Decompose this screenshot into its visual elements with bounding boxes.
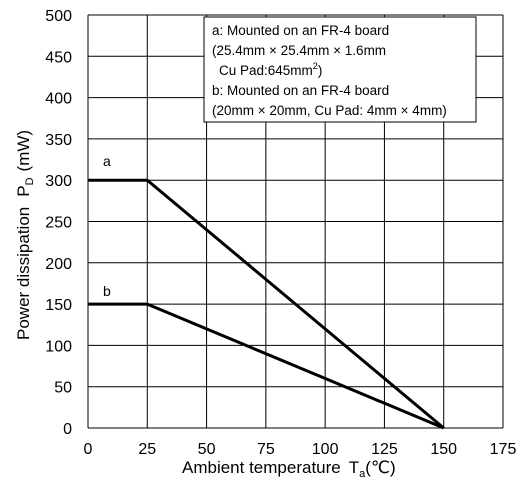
y-axis-title-text: Power dissipation xyxy=(14,207,33,340)
y-tick-label: 300 xyxy=(45,173,72,190)
legend-pad-close: ) xyxy=(318,63,323,78)
y-tick-label: 0 xyxy=(63,421,72,438)
series-a-label: a xyxy=(103,153,111,169)
y-tick-label: 200 xyxy=(45,256,72,273)
grid xyxy=(87,14,504,429)
x-axis-symbol: T xyxy=(349,458,359,477)
x-tick-label: 50 xyxy=(198,441,216,458)
y-tick-label: 450 xyxy=(45,49,72,66)
y-axis-unit: (mW) xyxy=(14,130,33,172)
x-tick-label: 125 xyxy=(371,441,398,458)
legend-line-a-size: (25.4mm × 25.4mm × 1.6mm xyxy=(212,43,386,58)
y-tick-label: 50 xyxy=(54,380,72,397)
legend-line-a-title: a: Mounted on an FR-4 board xyxy=(212,23,389,38)
series-b-label: b xyxy=(103,283,111,299)
y-tick-label: 150 xyxy=(45,297,72,314)
y-tick-label: 250 xyxy=(45,215,72,232)
legend: a: Mounted on an FR-4 board (25.4mm × 25… xyxy=(203,16,477,123)
legend-line-b-title: b: Mounted on an FR-4 board xyxy=(212,83,389,98)
legend-pad-text: Cu Pad:645mm xyxy=(219,63,313,78)
y-axis-subscript: D xyxy=(24,177,36,185)
x-axis-subscript: a xyxy=(359,468,366,480)
x-tick-label: 100 xyxy=(312,441,339,458)
x-tick-label: 25 xyxy=(138,441,156,458)
legend-box xyxy=(203,16,477,123)
series-line-a xyxy=(88,178,445,430)
y-tick-label: 100 xyxy=(45,338,72,355)
x-tick-labels: 0 25 50 75 100 125 150 175 xyxy=(84,441,517,458)
series-lines xyxy=(88,178,445,430)
x-axis-title-text: Ambient temperature xyxy=(182,458,341,477)
x-axis-title: Ambient temperature Ta(℃) xyxy=(182,458,396,480)
y-tick-label: 500 xyxy=(45,8,72,25)
x-tick-label: 0 xyxy=(84,441,93,458)
x-axis-unit: (℃) xyxy=(365,458,395,477)
y-tick-label: 350 xyxy=(45,132,72,149)
series-line-b xyxy=(88,302,445,430)
y-axis-title: Power dissipation PD (mW) xyxy=(14,130,36,340)
y-tick-labels: 0 50 100 150 200 250 300 350 400 450 500 xyxy=(45,8,72,438)
x-tick-label: 175 xyxy=(490,441,517,458)
x-tick-label: 150 xyxy=(430,441,457,458)
legend-pad-superscript: 2 xyxy=(313,61,318,71)
y-tick-label: 400 xyxy=(45,91,72,108)
y-axis-symbol: P xyxy=(14,185,33,196)
legend-line-a-pad: Cu Pad:645mm2) xyxy=(219,61,322,78)
legend-line-b-size: (20mm × 20mm, Cu Pad: 4mm × 4mm) xyxy=(212,103,447,118)
x-tick-label: 75 xyxy=(257,441,275,458)
